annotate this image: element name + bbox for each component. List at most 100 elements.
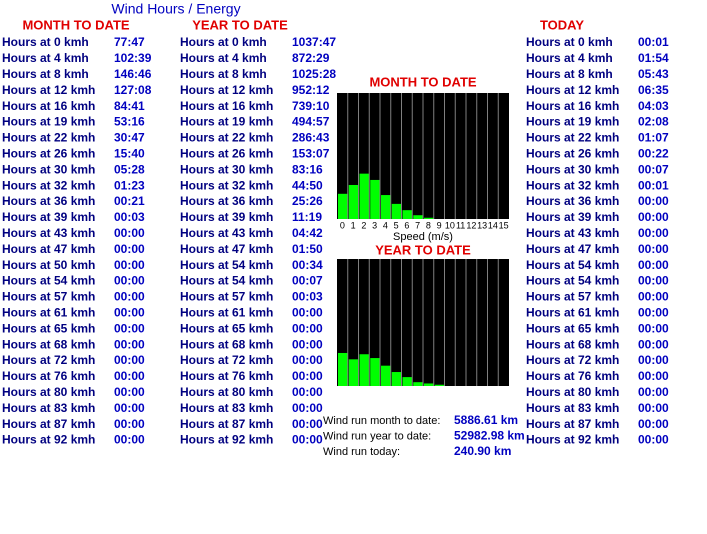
row-label: Hours at 43 kmh bbox=[180, 226, 273, 240]
bar bbox=[413, 382, 423, 386]
chart-title: MONTH TO DATE bbox=[369, 74, 476, 89]
row-value: 00:00 bbox=[638, 242, 669, 256]
row-value: 06:35 bbox=[638, 83, 669, 97]
row-label: Hours at 32 kmh bbox=[2, 178, 95, 192]
row-value: 00:00 bbox=[114, 385, 145, 399]
row-label: Hours at 0 kmh bbox=[180, 35, 267, 49]
row-value: 00:00 bbox=[292, 417, 323, 431]
row-value: 01:07 bbox=[638, 131, 669, 145]
row-value: 00:00 bbox=[638, 401, 669, 415]
row-value: 146:46 bbox=[114, 67, 152, 81]
x-tick-label: 1 bbox=[351, 220, 356, 230]
row-value: 83:16 bbox=[292, 162, 323, 176]
row-label: Hours at 72 kmh bbox=[526, 353, 619, 367]
row-label: Hours at 68 kmh bbox=[2, 337, 95, 351]
page-title: Wind Hours / Energy bbox=[111, 1, 240, 17]
bar bbox=[359, 173, 370, 219]
row-value: 00:07 bbox=[292, 274, 323, 288]
row-label: Hours at 43 kmh bbox=[2, 226, 95, 240]
row-label: Hours at 8 kmh bbox=[526, 67, 613, 81]
row-label: Hours at 4 kmh bbox=[180, 51, 267, 65]
row-label: Hours at 0 kmh bbox=[526, 35, 613, 49]
row-label: Hours at 61 kmh bbox=[2, 305, 95, 319]
row-label: Hours at 83 kmh bbox=[180, 401, 273, 415]
x-tick-label: 12 bbox=[466, 220, 476, 230]
row-label: Hours at 76 kmh bbox=[2, 369, 95, 383]
row-value: 153:07 bbox=[292, 146, 330, 160]
bar bbox=[348, 184, 359, 219]
row-label: Hours at 92 kmh bbox=[526, 433, 619, 447]
row-label: Hours at 54 kmh bbox=[526, 274, 619, 288]
row-value: 00:00 bbox=[638, 258, 669, 272]
row-value: 00:00 bbox=[292, 369, 323, 383]
row-value: 00:00 bbox=[114, 369, 145, 383]
row-value: 00:00 bbox=[114, 321, 145, 335]
row-value: 00:00 bbox=[114, 401, 145, 415]
row-label: Hours at 57 kmh bbox=[526, 290, 619, 304]
row-value: 127:08 bbox=[114, 83, 152, 97]
row-value: 00:00 bbox=[114, 417, 145, 431]
x-tick-label: 4 bbox=[383, 220, 388, 230]
x-tick-label: 2 bbox=[361, 220, 366, 230]
bar bbox=[402, 210, 413, 219]
row-value: 00:00 bbox=[292, 353, 323, 367]
row-label: Hours at 30 kmh bbox=[2, 162, 95, 176]
row-value: 00:00 bbox=[292, 401, 323, 415]
row-label: Hours at 43 kmh bbox=[526, 226, 619, 240]
row-value: 286:43 bbox=[292, 131, 330, 145]
row-label: Hours at 83 kmh bbox=[2, 401, 95, 415]
x-tick-label: 3 bbox=[372, 220, 377, 230]
row-label: Hours at 32 kmh bbox=[180, 178, 273, 192]
x-tick-label: 8 bbox=[426, 220, 431, 230]
row-value: 00:00 bbox=[638, 337, 669, 351]
row-value: 00:22 bbox=[638, 146, 669, 160]
bar bbox=[370, 358, 380, 386]
row-label: Hours at 16 kmh bbox=[2, 99, 95, 113]
column-header: TODAY bbox=[540, 17, 584, 32]
row-value: 00:00 bbox=[638, 226, 669, 240]
x-axis-label: Speed (m/s) bbox=[393, 231, 453, 243]
row-label: Hours at 61 kmh bbox=[526, 305, 619, 319]
row-label: Hours at 61 kmh bbox=[180, 305, 273, 319]
row-label: Hours at 76 kmh bbox=[526, 369, 619, 383]
row-value: 00:00 bbox=[114, 274, 145, 288]
row-value: 00:00 bbox=[638, 417, 669, 431]
row-label: Hours at 57 kmh bbox=[2, 290, 95, 304]
row-label: Hours at 47 kmh bbox=[2, 242, 95, 256]
row-label: Hours at 39 kmh bbox=[526, 210, 619, 224]
row-label: Hours at 80 kmh bbox=[180, 385, 273, 399]
row-label: Hours at 32 kmh bbox=[526, 178, 619, 192]
row-value: 00:00 bbox=[114, 353, 145, 367]
row-label: Hours at 19 kmh bbox=[2, 115, 95, 129]
row-label: Hours at 16 kmh bbox=[180, 99, 273, 113]
row-value: 77:47 bbox=[114, 35, 145, 49]
x-tick-label: 9 bbox=[437, 220, 442, 230]
x-tick-label: 7 bbox=[415, 220, 420, 230]
row-label: Hours at 22 kmh bbox=[180, 131, 273, 145]
row-value: 00:00 bbox=[114, 258, 145, 272]
row-value: 00:03 bbox=[114, 210, 145, 224]
x-tick-label: 13 bbox=[477, 220, 487, 230]
row-label: Hours at 19 kmh bbox=[526, 115, 619, 129]
row-label: Hours at 12 kmh bbox=[526, 83, 619, 97]
row-value: 02:08 bbox=[638, 115, 669, 129]
row-value: 53:16 bbox=[114, 115, 145, 129]
bar bbox=[413, 215, 423, 219]
row-value: 44:50 bbox=[292, 178, 323, 192]
row-label: Hours at 36 kmh bbox=[526, 194, 619, 208]
row-value: 00:00 bbox=[638, 353, 669, 367]
row-value: 00:03 bbox=[292, 290, 323, 304]
row-label: Hours at 68 kmh bbox=[526, 337, 619, 351]
row-value: 30:47 bbox=[114, 131, 145, 145]
row-label: Hours at 26 kmh bbox=[526, 146, 619, 160]
row-value: 102:39 bbox=[114, 51, 152, 65]
bar bbox=[359, 354, 370, 386]
bar bbox=[348, 359, 359, 386]
row-label: Hours at 16 kmh bbox=[526, 99, 619, 113]
row-label: Hours at 54 kmh bbox=[2, 274, 95, 288]
bar bbox=[381, 195, 391, 219]
chart-title: YEAR TO DATE bbox=[375, 242, 471, 257]
wind-run-label: Wind run month to date: bbox=[323, 415, 440, 427]
row-value: 00:00 bbox=[292, 385, 323, 399]
